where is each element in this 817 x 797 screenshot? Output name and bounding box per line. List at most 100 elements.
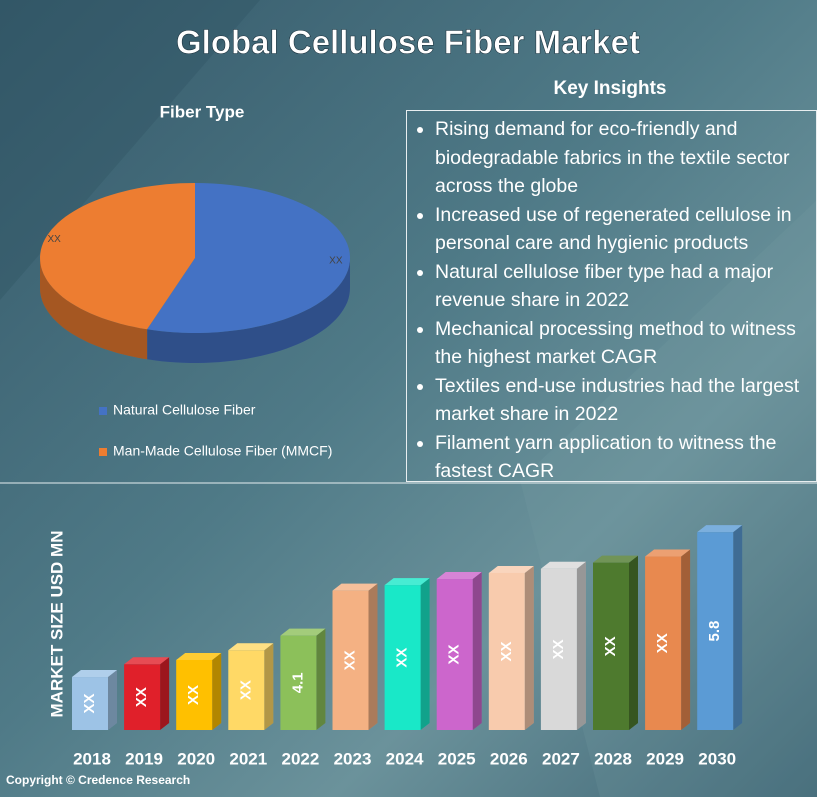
bar-top [332,583,378,591]
legend-swatch [99,448,107,456]
bar-value-label: XX [237,680,254,700]
bar [332,590,369,730]
bar-side-shade [420,578,430,730]
bar-value-label: XX [81,694,98,714]
bar-top [124,657,170,665]
x-tick-label: 2030 [698,749,736,768]
bar-top [384,578,430,586]
bar-side [368,583,378,730]
x-tick-label: 2024 [386,749,424,768]
bar-value-label: XX [394,648,411,668]
bar [540,568,577,730]
x-tick-label: 2022 [281,749,319,768]
bar-top [593,555,638,563]
bar [384,585,421,730]
bar-value-label: XX [185,685,202,705]
bar-side-shade [108,670,117,730]
bar-side [264,643,274,730]
insight-item: Natural cellulose fiber type had a major… [435,258,804,315]
bar-side-shade [524,565,534,730]
pie-slice-side [147,258,350,363]
insight-item: Increased use of regenerated cellulose i… [435,201,804,258]
pie-title: Fiber Type [160,102,245,121]
bar [488,572,525,730]
bar-side [316,628,326,730]
bar-top-shade [645,549,691,557]
bar-top [540,561,586,569]
bar [124,664,161,730]
bar-top-shade [72,670,117,678]
bar [280,635,317,730]
page-title: Global Cellulose Fiber Market [176,24,640,61]
bar-value-label: 4.1 [289,672,306,693]
bar-value-label: XX [550,639,567,659]
bar-value-label: XX [341,650,358,670]
y-axis-label: MARKET SIZE USD MN [47,531,66,718]
legend-swatch [99,407,107,415]
bar-side-shade [160,657,170,730]
bar-value-label: XX [446,645,463,665]
bar-top [645,549,691,557]
bar [436,579,473,730]
bar-side [733,525,743,730]
bar-side [629,555,638,730]
bar-top-shade [488,565,534,573]
bar-side-shade [472,572,482,730]
bar-top-shade [124,657,170,665]
x-tick-label: 2020 [177,749,215,768]
bar-top-shade [280,628,326,636]
bar-value-label: XX [654,633,671,653]
bar-top [176,653,222,660]
x-tick-label: 2029 [646,749,684,768]
insight-item: Filament yarn application to witness the… [435,429,804,486]
insights-box: Rising demand for eco-friendly and biode… [406,110,817,482]
bar-top [436,572,482,580]
bar-top [697,525,743,533]
x-tick-label: 2026 [490,749,528,768]
bar-value-label: XX [602,636,619,656]
insights-title: Key Insights [554,78,667,99]
insight-item: Mechanical processing method to witness … [435,315,804,372]
insight-item: Rising demand for eco-friendly and biode… [435,115,804,201]
insight-item: Textiles end-use industries had the larg… [435,372,804,429]
bar [593,562,629,730]
bar-value-label: XX [498,641,515,661]
pie-slice-side [40,258,148,360]
bar-side [472,572,482,730]
bar-side [212,653,222,730]
bar-top [488,565,534,573]
pie-slice [147,183,350,333]
x-tick-label: 2021 [229,749,267,768]
bar-side-shade [576,561,586,730]
pie-value-label: XX [47,234,61,245]
bar-top [72,670,117,678]
pie-side-shade [147,258,350,363]
bar [176,660,213,730]
copyright: Copyright © Credence Research [6,773,190,787]
bar-side-shade [629,555,638,730]
bar [697,532,734,730]
bar-side-shade [368,583,378,730]
pie-side-shade [40,258,148,360]
bar-top-shade [332,583,378,591]
bar-side-shade [264,643,274,730]
legend-label: Natural Cellulose Fiber [113,402,256,418]
bar-top [228,643,274,651]
bar-top-shade [176,653,222,660]
bar [228,650,265,730]
bar-side [681,549,691,730]
bar-top-shade [593,555,638,563]
x-tick-label: 2018 [73,749,111,768]
bar-top-shade [436,572,482,580]
bar-top [280,628,326,636]
x-tick-label: 2028 [594,749,632,768]
bar [72,677,108,730]
pie-value-label: XX [329,255,343,266]
bar [645,556,682,730]
bar-side-shade [316,628,326,730]
bar-side [420,578,430,730]
bar-top-shade [228,643,274,651]
bar-side-shade [212,653,222,730]
